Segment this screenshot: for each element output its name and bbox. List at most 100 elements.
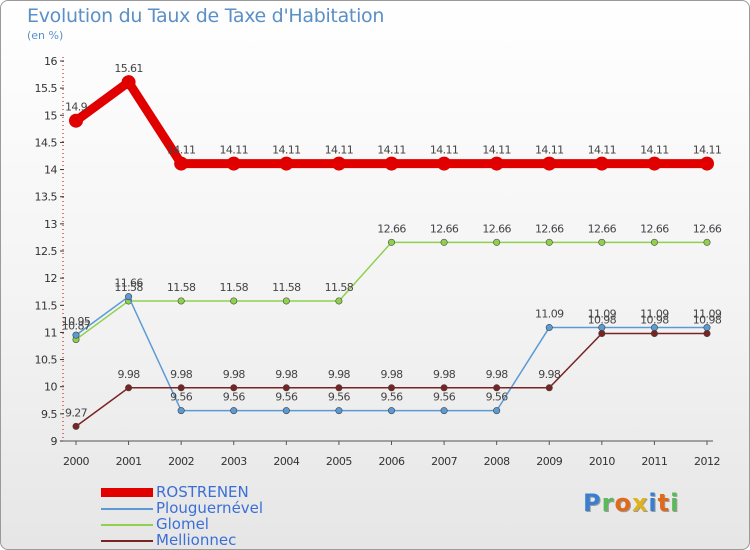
data-point bbox=[69, 113, 83, 128]
data-label: 9.98 bbox=[170, 368, 193, 381]
data-point bbox=[440, 238, 448, 246]
y-tick-label: 13.5 bbox=[35, 191, 58, 204]
data-label: 12.66 bbox=[640, 222, 669, 235]
data-label: 11.58 bbox=[114, 281, 143, 294]
legend-label: ROSTRENEN bbox=[156, 483, 249, 501]
data-label: 9.98 bbox=[328, 368, 351, 381]
data-point bbox=[387, 384, 395, 392]
legend-swatch bbox=[101, 508, 153, 510]
data-label: 10.98 bbox=[588, 314, 617, 327]
data-point bbox=[489, 156, 504, 171]
y-tick-label: 12.5 bbox=[35, 245, 58, 258]
data-label: 11.58 bbox=[220, 281, 249, 294]
x-tick-label: 2004 bbox=[273, 455, 299, 468]
data-label: 11.58 bbox=[272, 281, 301, 294]
y-tick-label: 12 bbox=[44, 272, 57, 285]
y-tick-label: 11 bbox=[44, 326, 57, 339]
data-point bbox=[594, 156, 609, 171]
data-label: 14.11 bbox=[325, 144, 354, 157]
y-tick-label: 11.5 bbox=[35, 299, 58, 312]
data-point bbox=[493, 407, 501, 415]
data-point bbox=[230, 407, 238, 415]
x-tick-label: 2007 bbox=[431, 455, 457, 468]
data-label: 12.66 bbox=[535, 222, 564, 235]
data-point bbox=[647, 156, 662, 171]
data-point bbox=[226, 156, 241, 171]
chart-legend: ROSTRENEN Plouguernével Glomel Mellionnec bbox=[101, 483, 341, 549]
data-point bbox=[230, 384, 238, 392]
data-point bbox=[335, 384, 343, 392]
x-tick-label: 2006 bbox=[379, 455, 405, 468]
y-tick-label: 9 bbox=[51, 435, 58, 448]
data-label: 12.66 bbox=[588, 222, 617, 235]
x-tick-label: 2005 bbox=[326, 455, 352, 468]
data-point bbox=[440, 384, 448, 392]
data-point bbox=[177, 384, 185, 392]
data-label: 14.11 bbox=[588, 144, 617, 157]
data-point bbox=[598, 330, 606, 338]
data-point bbox=[545, 324, 553, 332]
data-point bbox=[72, 331, 80, 339]
data-label: 9.56 bbox=[170, 391, 193, 404]
data-label: 14.11 bbox=[482, 144, 511, 157]
data-point bbox=[545, 384, 553, 392]
data-point bbox=[331, 156, 346, 171]
data-label: 10.98 bbox=[640, 314, 669, 327]
x-tick-label: 2011 bbox=[641, 455, 667, 468]
data-point bbox=[72, 422, 80, 430]
legend-label: Plouguernével bbox=[156, 499, 264, 517]
data-label: 9.56 bbox=[433, 391, 456, 404]
data-point bbox=[700, 156, 714, 171]
data-label: 14.11 bbox=[272, 144, 301, 157]
data-point bbox=[650, 330, 658, 338]
y-tick-label: 16 bbox=[44, 55, 57, 68]
legend-label: Mellionnec bbox=[156, 531, 237, 549]
data-label: 14.11 bbox=[377, 144, 406, 157]
data-label: 11.58 bbox=[325, 281, 354, 294]
data-label: 11.09 bbox=[693, 308, 722, 321]
legend-item: ROSTRENEN bbox=[101, 483, 341, 501]
y-tick-label: 13 bbox=[44, 218, 57, 231]
chart-title: Evolution du Taux de Taxe d'Habitation bbox=[27, 5, 385, 27]
legend-item: Mellionnec bbox=[101, 531, 341, 549]
data-label: 10.87 bbox=[62, 319, 91, 332]
data-label: 9.98 bbox=[223, 368, 246, 381]
data-point bbox=[125, 384, 133, 392]
chart-subtitle: (en %) bbox=[27, 29, 64, 42]
data-label: 12.66 bbox=[430, 222, 459, 235]
data-label: 9.98 bbox=[538, 368, 561, 381]
data-point bbox=[177, 297, 185, 305]
data-point bbox=[121, 75, 136, 90]
data-point bbox=[703, 238, 711, 246]
data-point bbox=[542, 156, 557, 171]
x-tick-label: 2009 bbox=[536, 455, 562, 468]
data-point bbox=[437, 156, 452, 171]
data-point bbox=[493, 238, 501, 246]
data-point bbox=[230, 297, 238, 305]
data-point bbox=[174, 156, 189, 171]
data-label: 9.56 bbox=[328, 391, 351, 404]
x-tick-label: 2002 bbox=[168, 455, 194, 468]
x-tick-label: 2008 bbox=[484, 455, 510, 468]
data-label: 9.98 bbox=[433, 368, 456, 381]
y-tick-label: 14.5 bbox=[35, 136, 58, 149]
proxiti-logo: Proxiti bbox=[583, 489, 680, 517]
data-label: 14.11 bbox=[167, 144, 196, 157]
data-label: 12.66 bbox=[377, 222, 406, 235]
data-label: 14.11 bbox=[693, 144, 722, 157]
data-point bbox=[440, 407, 448, 415]
x-tick-label: 2003 bbox=[221, 455, 247, 468]
legend-swatch bbox=[101, 488, 153, 497]
data-point bbox=[387, 407, 395, 415]
legend-swatch bbox=[101, 540, 153, 542]
legend-item: Plouguernével bbox=[101, 499, 341, 517]
data-point bbox=[282, 384, 290, 392]
y-tick-label: 14 bbox=[44, 164, 57, 177]
y-tick-label: 15.5 bbox=[35, 82, 58, 95]
data-label: 10.98 bbox=[693, 314, 722, 327]
data-label: 14.11 bbox=[220, 144, 249, 157]
data-point bbox=[282, 407, 290, 415]
x-tick-label: 2010 bbox=[589, 455, 615, 468]
